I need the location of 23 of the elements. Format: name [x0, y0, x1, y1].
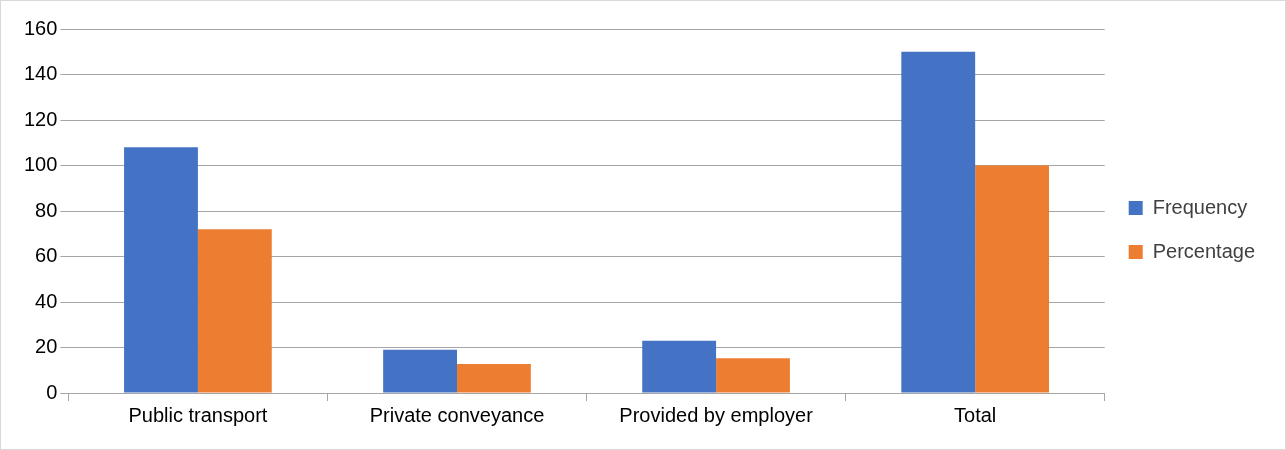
y-tick-label: 100	[23, 153, 58, 176]
bar	[642, 340, 717, 393]
y-tick-label: 40	[35, 289, 58, 312]
x-tick-label: Private conveyance	[369, 403, 545, 426]
y-tick-label: 120	[23, 107, 58, 130]
legend-label: Frequency	[1152, 195, 1248, 218]
y-tick-label: 0	[46, 380, 58, 403]
x-tick-label: Total	[954, 403, 997, 426]
bar	[197, 229, 272, 393]
x-tick-label: Public transport	[128, 403, 268, 426]
legend-label: Percentage	[1152, 239, 1255, 262]
y-tick-label: 80	[35, 198, 58, 221]
bar	[457, 364, 531, 393]
y-tick-label: 20	[35, 335, 58, 358]
y-tick-label: 60	[35, 244, 58, 267]
y-tick-label: 140	[23, 62, 58, 85]
bar	[975, 165, 1049, 393]
bar	[901, 51, 976, 393]
bar	[124, 147, 198, 393]
y-tick-label: 160	[23, 16, 58, 39]
bar	[383, 349, 457, 393]
bar	[716, 358, 790, 393]
x-tick-label: Provided by employer	[619, 403, 814, 426]
